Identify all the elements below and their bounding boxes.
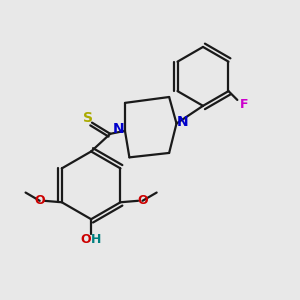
Text: N: N [113,122,124,136]
Text: N: N [177,115,189,129]
Text: O: O [34,194,45,207]
Text: F: F [240,98,248,111]
Text: O: O [80,233,91,246]
Text: H: H [91,233,102,246]
Text: O: O [137,194,148,207]
Text: S: S [82,111,93,125]
